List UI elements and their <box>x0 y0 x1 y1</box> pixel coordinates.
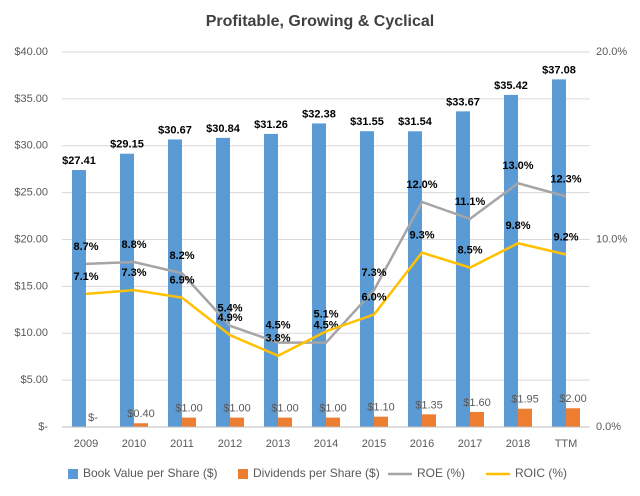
x-tick-label: 2015 <box>362 438 386 450</box>
x-tick-label: 2011 <box>170 438 194 450</box>
value-label: 8.8% <box>121 239 146 251</box>
legend-label: ROIC (%) <box>515 466 567 480</box>
value-label: $27.41 <box>62 155 96 167</box>
value-label: 3.8% <box>265 333 290 345</box>
line <box>85 241 567 358</box>
bar <box>72 170 86 427</box>
legend-label: ROE (%) <box>417 466 465 480</box>
x-tick-label: 2014 <box>314 438 338 450</box>
y-tick-label: $- <box>38 421 48 433</box>
value-label: $- <box>88 412 98 424</box>
value-label: $0.40 <box>127 408 155 420</box>
value-label: 5.4% <box>217 303 242 315</box>
x-tick-label: 2018 <box>506 438 530 450</box>
legend-swatch <box>68 469 78 479</box>
bar <box>134 423 148 427</box>
value-label: $1.60 <box>463 397 491 409</box>
bar <box>168 139 182 427</box>
y-tick-label: $10.00 <box>14 327 48 339</box>
y2-tick-label: 10.0% <box>596 233 627 245</box>
value-label: 8.5% <box>457 245 482 257</box>
x-tick-label: TTM <box>555 438 578 450</box>
value-label: 4.9% <box>217 312 242 324</box>
y-tick-label: $25.00 <box>14 187 48 199</box>
bar <box>278 417 292 427</box>
value-label: 4.5% <box>265 320 290 332</box>
bar <box>470 412 484 427</box>
x-tick-label: 2012 <box>218 438 242 450</box>
value-label: 5.1% <box>313 308 338 320</box>
value-label: 9.3% <box>409 230 434 242</box>
value-label: $29.15 <box>110 139 144 151</box>
value-label: $1.95 <box>511 394 539 406</box>
value-label: 13.0% <box>502 160 533 172</box>
y-tick-label: $15.00 <box>14 280 48 292</box>
bar <box>374 416 388 427</box>
value-label: $31.55 <box>350 116 384 128</box>
y-tick-label: $40.00 <box>14 46 48 58</box>
bar <box>518 408 532 427</box>
y-tick-label: $20.00 <box>14 233 48 245</box>
chart-title: Profitable, Growing & Cyclical <box>206 13 435 30</box>
bar <box>216 137 230 427</box>
bar <box>456 111 470 427</box>
y-tick-label: $35.00 <box>14 93 48 105</box>
value-label: 4.5% <box>313 320 338 332</box>
bar <box>504 94 518 427</box>
y-tick-label: $30.00 <box>14 140 48 152</box>
bar <box>264 133 278 427</box>
bar <box>326 417 340 427</box>
value-label: $2.00 <box>559 393 587 405</box>
y-tick-label: $5.00 <box>20 374 48 386</box>
x-tick-label: 2016 <box>410 438 434 450</box>
value-label: $31.54 <box>398 116 433 128</box>
value-label: $1.00 <box>223 403 251 415</box>
value-label: 6.9% <box>169 275 194 287</box>
bar <box>182 417 196 427</box>
value-label: 7.3% <box>361 267 386 279</box>
x-tick-label: 2009 <box>74 438 98 450</box>
legend-label: Dividends per Share ($) <box>253 466 380 480</box>
bar <box>422 414 436 427</box>
value-label: $1.35 <box>415 399 443 411</box>
value-label: $1.00 <box>175 403 203 415</box>
value-label: $30.84 <box>206 123 241 135</box>
value-label: $31.26 <box>254 119 288 131</box>
value-label: 8.7% <box>73 241 98 253</box>
line <box>85 181 567 344</box>
value-label: 12.0% <box>406 179 437 191</box>
value-label: 9.2% <box>553 231 578 243</box>
value-label: $30.67 <box>158 124 192 136</box>
bar <box>408 131 422 427</box>
value-label: $35.42 <box>494 80 528 92</box>
value-label: $33.67 <box>446 96 480 108</box>
bar <box>230 417 244 427</box>
value-label: 9.8% <box>505 220 530 232</box>
y2-tick-label: 20.0% <box>596 46 627 58</box>
x-tick-label: 2010 <box>122 438 146 450</box>
legend-swatch <box>238 469 248 479</box>
legend-label: Book Value per Share ($) <box>83 466 218 480</box>
value-label: $1.00 <box>271 403 299 415</box>
value-label: $1.00 <box>319 403 347 415</box>
bar <box>312 123 326 427</box>
value-label: $1.10 <box>367 402 395 414</box>
value-label: 12.3% <box>550 173 581 185</box>
bar <box>566 408 580 427</box>
value-label: 7.3% <box>121 267 146 279</box>
y2-tick-label: 0.0% <box>596 421 621 433</box>
value-label: $32.38 <box>302 108 336 120</box>
bar <box>360 131 374 427</box>
x-tick-label: 2013 <box>266 438 290 450</box>
x-tick-label: 2017 <box>458 438 482 450</box>
value-label: 7.1% <box>73 271 98 283</box>
value-label: 6.0% <box>361 291 386 303</box>
value-label: 8.2% <box>169 250 194 262</box>
value-label: $37.08 <box>542 64 576 76</box>
value-label: 11.1% <box>455 196 486 208</box>
